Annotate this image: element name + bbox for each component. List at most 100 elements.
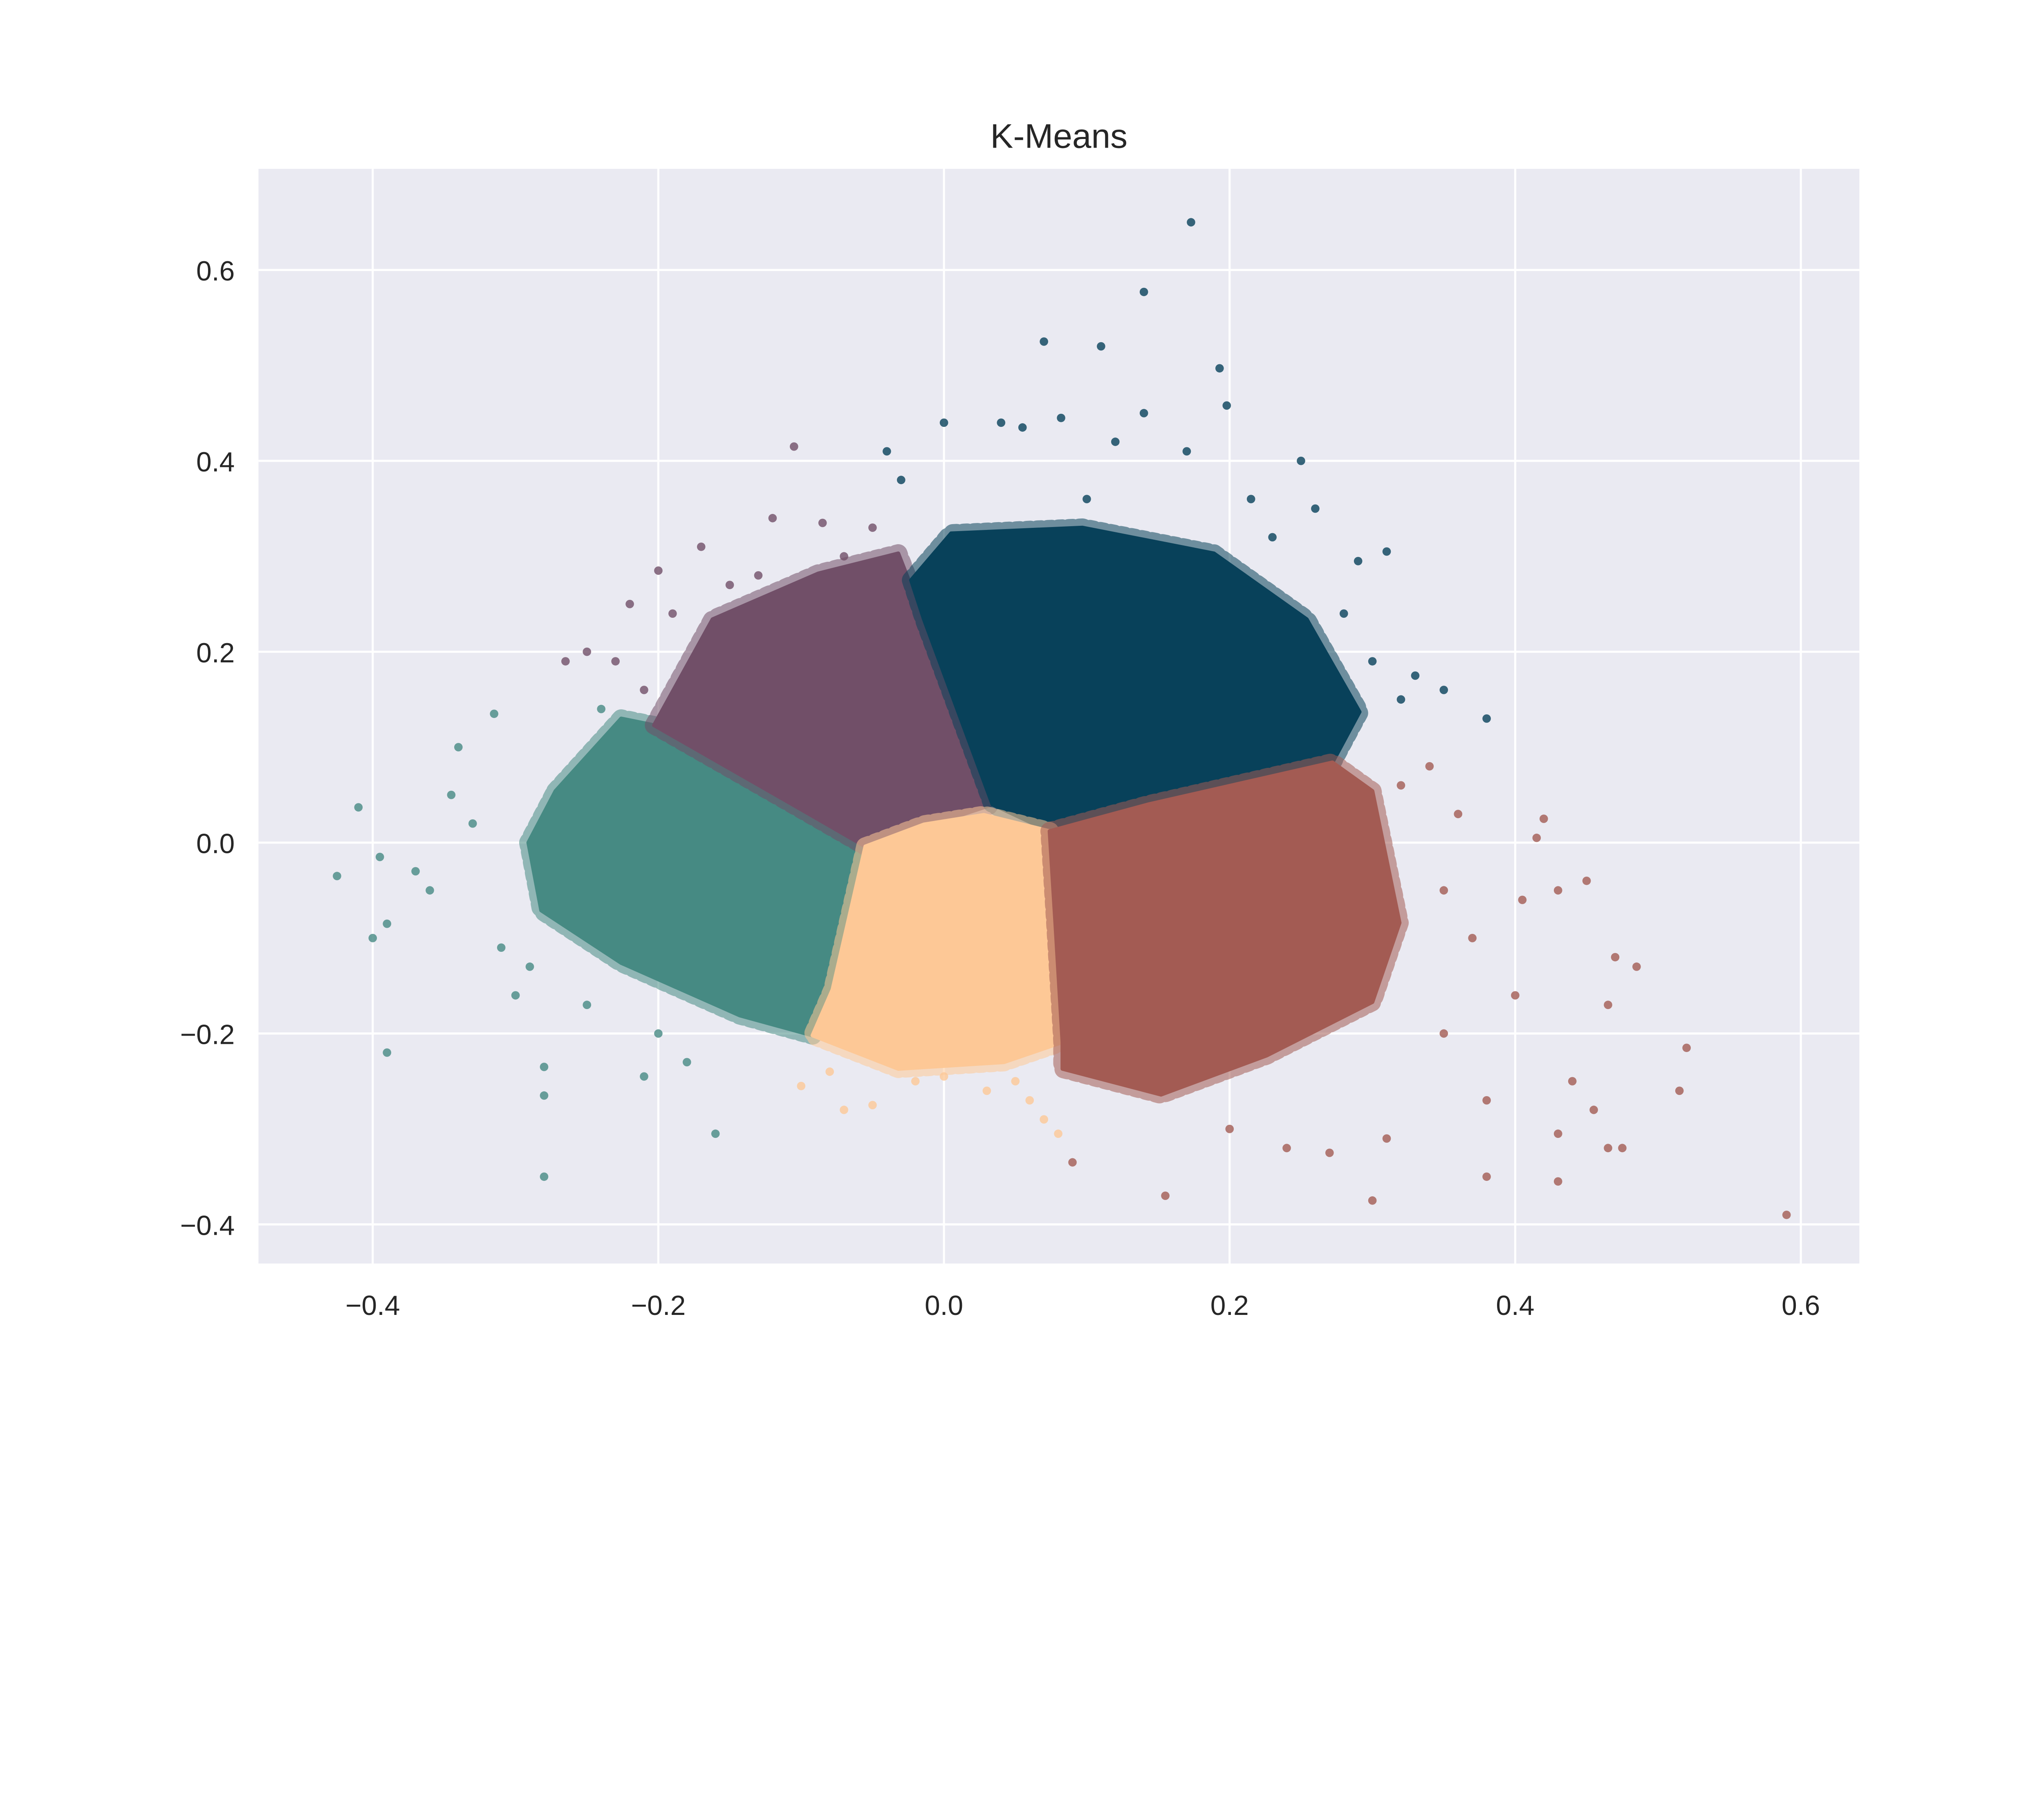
data-point — [896, 476, 905, 485]
data-point — [883, 447, 891, 456]
y-tick-label: 0.4 — [196, 447, 235, 478]
data-point — [911, 1077, 920, 1086]
data-point — [1425, 762, 1434, 771]
data-point — [561, 657, 570, 666]
data-point — [1054, 1129, 1062, 1138]
data-marks — [333, 218, 1791, 1219]
data-point — [1025, 1096, 1034, 1105]
data-point — [490, 709, 498, 718]
data-point — [1682, 1043, 1691, 1052]
cluster-5 — [1040, 753, 1791, 1219]
data-point — [768, 514, 777, 523]
cluster-4 — [797, 805, 1072, 1138]
data-point — [1187, 218, 1195, 227]
data-point — [1454, 810, 1463, 819]
y-tick-label: 0.6 — [196, 256, 235, 287]
data-point — [368, 934, 377, 942]
x-tick-label: 0.6 — [1782, 1290, 1820, 1321]
x-tick-label: 0.4 — [1496, 1290, 1534, 1321]
data-point — [583, 1000, 592, 1009]
data-point — [640, 686, 648, 694]
data-point — [1482, 1172, 1491, 1181]
cluster-core-region — [1047, 760, 1402, 1097]
data-point — [1311, 504, 1320, 513]
data-point — [511, 991, 520, 1000]
data-point — [383, 1048, 391, 1057]
data-point — [1083, 495, 1091, 503]
y-axis-ticks: −0.4 −0.2 0.0 0.2 0.4 0.6 — [180, 256, 235, 1241]
cluster-3 — [883, 218, 1491, 841]
data-point — [1532, 833, 1541, 842]
data-point — [1182, 447, 1191, 456]
data-point — [1468, 934, 1477, 942]
data-point — [468, 819, 477, 828]
data-point — [1439, 886, 1448, 895]
data-point — [654, 566, 663, 575]
data-point — [1782, 1210, 1791, 1219]
data-point — [597, 704, 606, 713]
data-point — [1568, 1077, 1577, 1086]
data-point — [1439, 686, 1448, 694]
data-point — [383, 919, 391, 928]
data-point — [583, 647, 592, 656]
data-point — [1518, 895, 1527, 904]
y-tick-label: 0.2 — [196, 638, 235, 668]
data-point — [1482, 714, 1491, 723]
data-point — [525, 962, 534, 971]
chart-title: K-Means — [991, 117, 1128, 155]
cluster-core-region — [909, 525, 1362, 833]
data-point — [1225, 1124, 1234, 1133]
data-point — [1589, 1106, 1598, 1114]
data-point — [1396, 695, 1405, 704]
x-tick-label: −0.2 — [631, 1290, 686, 1321]
data-point — [818, 518, 827, 527]
data-point — [1068, 1158, 1077, 1167]
data-point — [640, 1072, 648, 1081]
cluster-2 — [561, 442, 1002, 856]
data-point — [697, 542, 706, 551]
data-point — [411, 867, 420, 876]
data-point — [825, 1067, 834, 1076]
data-point — [1553, 886, 1562, 895]
data-point — [1139, 409, 1148, 417]
data-point — [333, 872, 341, 880]
y-tick-label: −0.2 — [180, 1020, 235, 1050]
data-point — [1282, 1144, 1291, 1153]
data-point — [840, 1106, 848, 1114]
data-point — [447, 790, 456, 799]
data-point — [1040, 1115, 1048, 1124]
x-axis-ticks: −0.4 −0.2 0.0 0.2 0.4 0.6 — [345, 1290, 1820, 1321]
data-point — [611, 657, 620, 666]
chart-figure: −0.4 −0.2 0.0 0.2 0.4 0.6 −0.4 −0.2 0.0 0.2 0.4 0.… — [180, 117, 1860, 1321]
data-point — [625, 600, 634, 608]
data-point — [711, 1129, 720, 1138]
data-point — [1582, 876, 1591, 885]
data-point — [1553, 1177, 1562, 1186]
y-tick-label: −0.4 — [180, 1210, 235, 1241]
data-point — [1368, 1196, 1377, 1205]
data-point — [1018, 423, 1027, 432]
data-point — [1246, 495, 1255, 503]
data-point — [868, 1101, 877, 1110]
data-point — [1675, 1086, 1684, 1095]
data-point — [1297, 456, 1305, 465]
data-point — [354, 803, 363, 812]
data-point — [1604, 1144, 1612, 1153]
data-point — [1396, 781, 1405, 790]
scatter-chart: −0.4 −0.2 0.0 0.2 0.4 0.6 −0.4 −0.2 0.0 0.2 0.4 0.… — [180, 117, 1860, 1321]
data-point — [789, 442, 798, 451]
data-point — [375, 852, 384, 861]
x-tick-label: 0.2 — [1210, 1290, 1249, 1321]
data-point — [1111, 437, 1120, 446]
data-point — [1139, 287, 1148, 296]
data-point — [668, 609, 677, 618]
data-point — [725, 581, 734, 589]
data-point — [1540, 814, 1548, 823]
data-point — [939, 418, 948, 427]
data-point — [1222, 401, 1231, 410]
data-point — [1057, 413, 1065, 422]
data-point — [1382, 547, 1391, 556]
data-point — [1553, 1129, 1562, 1138]
data-point — [1632, 962, 1641, 971]
data-point — [1354, 556, 1363, 565]
